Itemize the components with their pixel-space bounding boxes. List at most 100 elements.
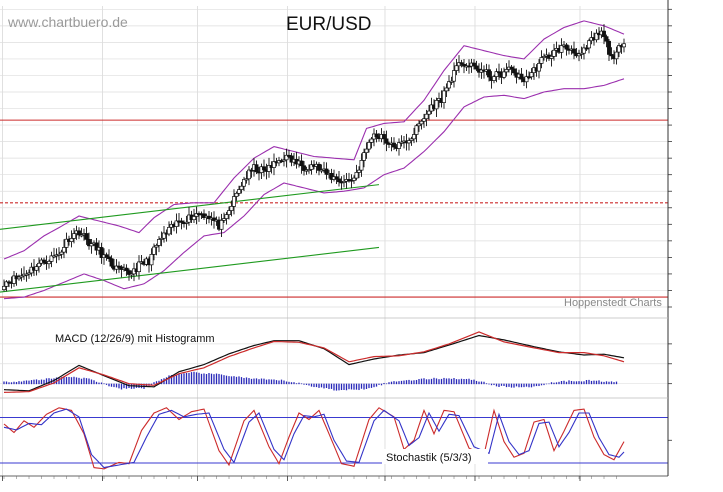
candle-body xyxy=(37,262,41,267)
candle-body xyxy=(472,62,476,67)
candle-body xyxy=(94,242,99,251)
candle-body xyxy=(42,259,46,263)
candle-body xyxy=(212,217,216,221)
candle-body xyxy=(237,189,241,194)
candle-body xyxy=(414,125,419,135)
macd-histogram xyxy=(3,371,618,391)
candle-body xyxy=(69,238,74,242)
candle-body xyxy=(449,80,454,83)
candle-body xyxy=(334,176,339,180)
candle-body xyxy=(617,45,621,53)
candle-body xyxy=(549,56,554,59)
candle-body xyxy=(572,48,576,54)
candle-body xyxy=(184,221,189,224)
candle-body xyxy=(229,206,234,211)
candle-body xyxy=(84,233,89,240)
candle-body xyxy=(587,40,591,49)
stochastic-label: Stochastik (5/3/3) xyxy=(386,452,472,464)
candle-body xyxy=(442,90,446,103)
macd-lines xyxy=(3,331,625,393)
candle-body xyxy=(89,243,94,247)
macd-panel: MACD (12/26/9) mit Histogramm xyxy=(0,318,672,398)
candle-body xyxy=(622,43,626,48)
candle-body xyxy=(34,266,39,271)
candle-body xyxy=(424,113,429,120)
horizontal-levels xyxy=(0,119,668,298)
candle-body xyxy=(342,180,346,183)
candle-body xyxy=(419,120,424,125)
site-watermark: www.chartbuero.de xyxy=(7,14,128,30)
candle-body xyxy=(24,273,29,276)
candle-body xyxy=(527,76,531,79)
candle-body xyxy=(49,255,54,262)
source-credit: Hoppenstedt Charts xyxy=(564,297,662,309)
candle-body xyxy=(2,285,6,290)
candle-body xyxy=(367,142,371,150)
candle-body xyxy=(234,192,239,197)
candle-body xyxy=(607,40,611,55)
candle-body xyxy=(232,196,236,207)
bollinger-bands xyxy=(3,20,625,300)
candle-body xyxy=(59,251,64,255)
candle-body xyxy=(224,214,229,219)
candle-body xyxy=(337,178,341,183)
candle-body xyxy=(454,65,459,71)
candle-body xyxy=(582,47,586,54)
candle-body xyxy=(179,220,184,223)
candle-body xyxy=(362,152,366,161)
candle-body xyxy=(474,65,479,70)
candle-body xyxy=(559,45,564,53)
candle-body xyxy=(539,57,544,64)
candle-body xyxy=(17,276,21,280)
candle-body xyxy=(272,161,276,168)
candle-body xyxy=(309,164,314,170)
stochastic-label-bg xyxy=(382,449,488,464)
candle-body xyxy=(114,265,119,270)
candle-body xyxy=(154,245,159,248)
stochastic-line-1 xyxy=(3,408,625,469)
candle-body xyxy=(399,141,404,144)
candle-body xyxy=(397,142,401,149)
candle-body xyxy=(72,233,76,239)
candle-body xyxy=(284,154,289,161)
candle-body xyxy=(19,275,24,278)
candle-body xyxy=(519,73,524,80)
candle-body xyxy=(352,177,356,181)
lower-band xyxy=(3,78,625,300)
candle-body xyxy=(494,71,499,77)
candle-body xyxy=(382,134,386,140)
candle-body xyxy=(129,273,134,276)
candle-body xyxy=(207,215,211,220)
candle-body xyxy=(407,140,411,144)
price-panel: www.chartbuero.de EUR/USD Hoppenstedt Ch… xyxy=(0,6,672,318)
upper-band xyxy=(3,20,625,260)
candle-body xyxy=(364,148,369,153)
candle-body xyxy=(412,134,416,140)
candle-body xyxy=(317,163,321,171)
candle-body xyxy=(409,138,414,141)
candle-body xyxy=(79,234,84,237)
candle-body xyxy=(459,62,464,65)
candle-body xyxy=(254,164,259,173)
candle-body xyxy=(222,218,226,221)
candle-body xyxy=(159,237,164,240)
candle-body xyxy=(162,232,166,239)
trend-channel xyxy=(0,184,380,293)
candle-body xyxy=(512,68,516,74)
panel-frames xyxy=(0,0,669,476)
candle-body xyxy=(219,219,224,230)
candle-body xyxy=(299,160,304,167)
macd-line-1 xyxy=(3,331,625,393)
stochastic-panel: Stochastik (5/3/3) xyxy=(0,398,672,476)
candle-body xyxy=(444,87,449,92)
candle-body xyxy=(124,267,129,271)
candle-body xyxy=(174,220,179,227)
candle-body xyxy=(614,51,619,60)
candle-body xyxy=(267,165,271,172)
candle-body xyxy=(192,216,196,221)
candle-body xyxy=(492,76,496,81)
candle-body xyxy=(609,54,614,57)
trendline-1 xyxy=(0,246,380,293)
candle-body xyxy=(357,169,361,173)
